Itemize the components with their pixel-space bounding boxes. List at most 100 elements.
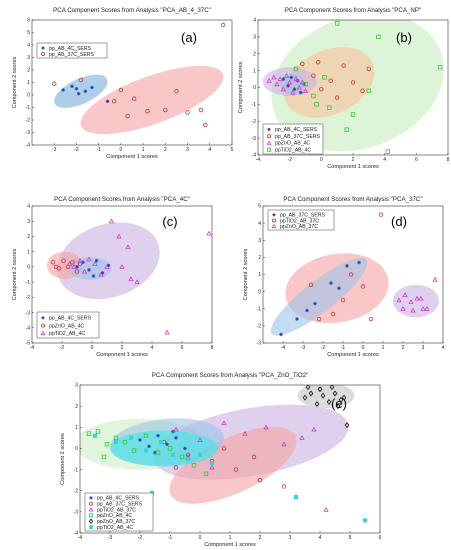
x-tick-label: -2 xyxy=(138,535,143,541)
y-tick-label: -4 xyxy=(74,531,79,537)
y-tick-label: 6 xyxy=(27,18,30,24)
x-tick-label: -4 xyxy=(281,345,286,351)
triangle-marker xyxy=(280,86,286,92)
asterisk-marker xyxy=(337,286,341,290)
triangle-marker xyxy=(116,233,122,239)
x-tick-label: -2 xyxy=(74,147,79,153)
legend-entry-label: ppTiO2_AB_37C xyxy=(97,507,136,513)
diamond-marker xyxy=(305,385,311,391)
asterisk-marker xyxy=(61,88,65,92)
square-marker xyxy=(437,65,443,70)
legend-entry-label: pp_AB_4C_SERS xyxy=(97,496,140,502)
plot-content xyxy=(52,22,226,135)
y-tick-label: -1 xyxy=(26,280,31,286)
triangle-marker xyxy=(125,244,131,250)
panel-title: PCA Component Scores from Analysis "PCA_… xyxy=(152,372,309,379)
x-tick-label: 6 xyxy=(379,535,382,541)
legend-entry-label: ppTiO2_AB_37C xyxy=(280,218,319,224)
legend-entry-label: ppTiO2_AB_4C xyxy=(97,525,133,531)
circle-marker xyxy=(266,134,271,139)
circle-marker xyxy=(118,87,124,93)
y-tick-label: 2 xyxy=(27,68,30,74)
triangle-marker xyxy=(400,305,406,311)
x-tick-label: -3 xyxy=(52,147,57,153)
y-tick-label: 3 xyxy=(253,35,256,41)
circle-marker xyxy=(368,316,374,322)
y-tick-label: -3 xyxy=(26,130,31,136)
triangle-marker xyxy=(432,276,438,282)
triangle-marker xyxy=(134,279,140,285)
triangle-marker xyxy=(281,441,287,447)
confidence-ellipse xyxy=(57,222,160,300)
x-axis-label: Component 1 scores xyxy=(204,542,256,548)
x-tick-label: 6 xyxy=(181,345,184,351)
filled-square-marker xyxy=(143,448,149,453)
diamond-marker xyxy=(344,422,350,429)
legend-entry-label: pp_AB_37C_SERS xyxy=(97,502,143,508)
y-tick-label: 4 xyxy=(27,204,30,210)
triangle-marker xyxy=(274,81,280,87)
panel-label: (d) xyxy=(391,214,407,229)
triangle-marker xyxy=(302,88,309,93)
circle-marker xyxy=(341,63,346,68)
circle-marker xyxy=(53,264,59,270)
circle-marker xyxy=(316,316,322,322)
x-tick-label: 4 xyxy=(151,345,154,351)
confidence-ellipse xyxy=(297,385,355,409)
square-marker xyxy=(311,93,316,99)
x-tick-label: 2 xyxy=(121,345,124,351)
asterisk-marker xyxy=(267,127,271,131)
y-tick-label: 2 xyxy=(75,404,78,410)
triangle-marker xyxy=(197,437,203,442)
diamond-marker xyxy=(314,401,320,408)
triangle-marker xyxy=(283,72,290,78)
triangle-marker xyxy=(402,292,408,298)
asterisk-marker xyxy=(75,265,79,269)
confidence-ellipse xyxy=(393,284,439,318)
y-tick-label: -4 xyxy=(252,153,257,159)
circle-marker xyxy=(174,89,179,94)
y-tick-label: 3 xyxy=(27,55,30,61)
asterisk-marker xyxy=(74,86,79,91)
x-tick-label: -1 xyxy=(96,147,101,153)
y-tick-label: 4 xyxy=(258,221,261,227)
diamond-marker xyxy=(88,518,94,524)
x-tick-label: 2 xyxy=(352,157,355,163)
x-axis-label: Component 1 scores xyxy=(96,352,148,358)
triangle-marker xyxy=(414,295,420,301)
legend-box xyxy=(36,311,100,339)
y-tick-label: 2 xyxy=(27,234,30,240)
x-tick-label: 4 xyxy=(208,147,211,153)
asterisk-marker xyxy=(292,87,297,91)
x-tick-label: 2 xyxy=(402,345,405,351)
triangle-marker xyxy=(296,84,302,90)
asterisk-marker xyxy=(183,446,187,451)
y-tick-label: 2 xyxy=(253,51,256,57)
y-axis-label: Component 2 scores xyxy=(12,248,18,300)
filled-square-marker xyxy=(362,518,368,523)
triangle-marker xyxy=(424,305,430,311)
circle-marker xyxy=(360,88,365,94)
asterisk-marker xyxy=(41,316,45,320)
x-tick-label: 0 xyxy=(362,345,365,351)
square-marker xyxy=(303,81,308,87)
x-tick-label: -2 xyxy=(287,157,292,163)
circle-marker xyxy=(74,269,80,274)
triangle-marker xyxy=(128,276,134,282)
circle-marker xyxy=(125,114,130,119)
y-tick-label: -1 xyxy=(252,102,257,108)
y-tick-label: -4 xyxy=(26,143,31,149)
square-marker xyxy=(314,102,319,107)
diamond-marker xyxy=(308,390,314,397)
diamond-marker xyxy=(332,390,338,397)
asterisk-marker xyxy=(87,268,91,272)
y-tick-label: 3 xyxy=(258,238,261,244)
triangle-marker xyxy=(119,264,125,269)
panel-title: PCA Component Scores from Analysis "PCA_… xyxy=(283,196,422,203)
y-tick-label: -2 xyxy=(74,488,79,494)
square-marker xyxy=(327,105,332,110)
triangle-marker xyxy=(418,295,424,301)
square-marker xyxy=(376,34,381,40)
square-marker xyxy=(179,454,185,460)
